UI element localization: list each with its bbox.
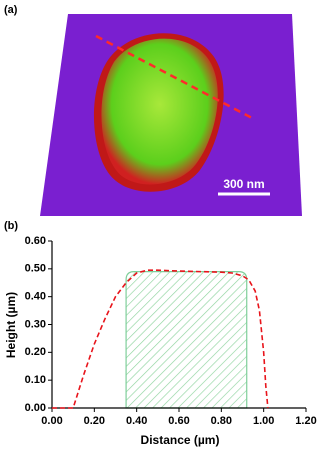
x-tick-label: 0.40 bbox=[126, 415, 147, 427]
highlight-region bbox=[125, 271, 248, 409]
x-tick-label: 1.00 bbox=[253, 415, 274, 427]
y-tick-label: 0.50 bbox=[25, 263, 46, 275]
y-tick-label: 0.20 bbox=[25, 346, 46, 358]
profile-line bbox=[95, 34, 253, 120]
y-tick-label: 0.40 bbox=[25, 291, 46, 303]
y-tick-label: 0.10 bbox=[25, 374, 46, 386]
y-tick-label: 0.00 bbox=[25, 402, 46, 414]
scale-bar-label: 300 nm bbox=[223, 177, 264, 191]
y-tick-label: 0.60 bbox=[25, 235, 46, 247]
profile-curve bbox=[52, 269, 269, 409]
y-tick-label: 0.30 bbox=[25, 318, 46, 330]
x-tick-label: 0.60 bbox=[168, 415, 189, 427]
x-tick-label: 0.00 bbox=[41, 415, 62, 427]
x-tick-label: 0.20 bbox=[84, 415, 105, 427]
panel-label: (b) bbox=[4, 220, 18, 232]
x-axis-title: Distance (µm) bbox=[141, 433, 220, 447]
x-tick-label: 1.20 bbox=[295, 415, 316, 427]
panel-label: (a) bbox=[4, 4, 18, 16]
y-axis-title: Height (µm) bbox=[4, 292, 18, 358]
x-tick-label: 0.80 bbox=[211, 415, 232, 427]
afm-particle bbox=[101, 38, 218, 185]
